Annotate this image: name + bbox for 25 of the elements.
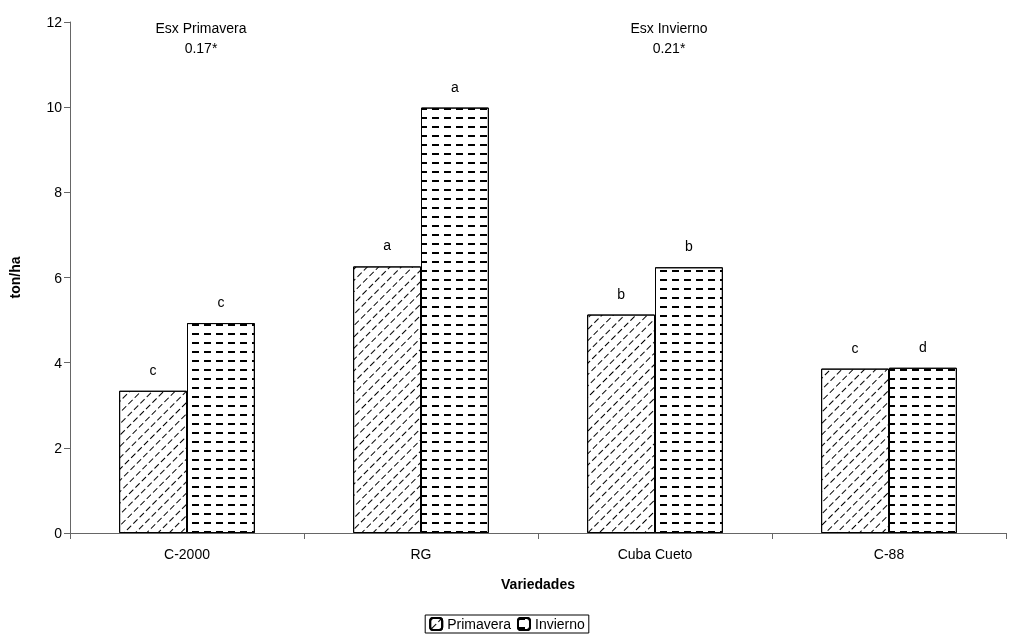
annotation: Esx Invierno 0.21* <box>630 20 708 56</box>
x-tick-label: C-88 <box>873 546 905 562</box>
data-label: b <box>685 238 694 255</box>
legend-label: Invierno <box>534 616 586 632</box>
data-label: d <box>919 338 927 355</box>
data-label: a <box>383 237 392 254</box>
data-label: b <box>617 285 626 302</box>
y-tick-label: 4 <box>54 354 63 371</box>
data-label: a <box>451 78 460 95</box>
y-tick-label: 8 <box>54 184 63 201</box>
x-axis-title: Variedades <box>501 576 576 592</box>
y-tick-label: 2 <box>54 439 63 456</box>
data-label: c <box>149 361 157 378</box>
y-tick-label: 6 <box>54 269 63 286</box>
y-tick-label: 0 <box>54 525 63 541</box>
y-axis-title: ton/ha <box>7 256 23 299</box>
x-tick-label: C-2000 <box>164 546 211 562</box>
x-tick-label: RG <box>410 546 432 562</box>
data-label: c <box>851 339 859 356</box>
legend-label: Primavera <box>447 616 512 632</box>
data-label: c <box>217 294 225 311</box>
y-tick-label: 12 <box>46 14 63 30</box>
x-tick-label: Cuba Cueto <box>617 546 693 562</box>
annotation: Esx Primavera 0.17* <box>155 20 247 56</box>
y-tick-label: 10 <box>46 99 63 116</box>
